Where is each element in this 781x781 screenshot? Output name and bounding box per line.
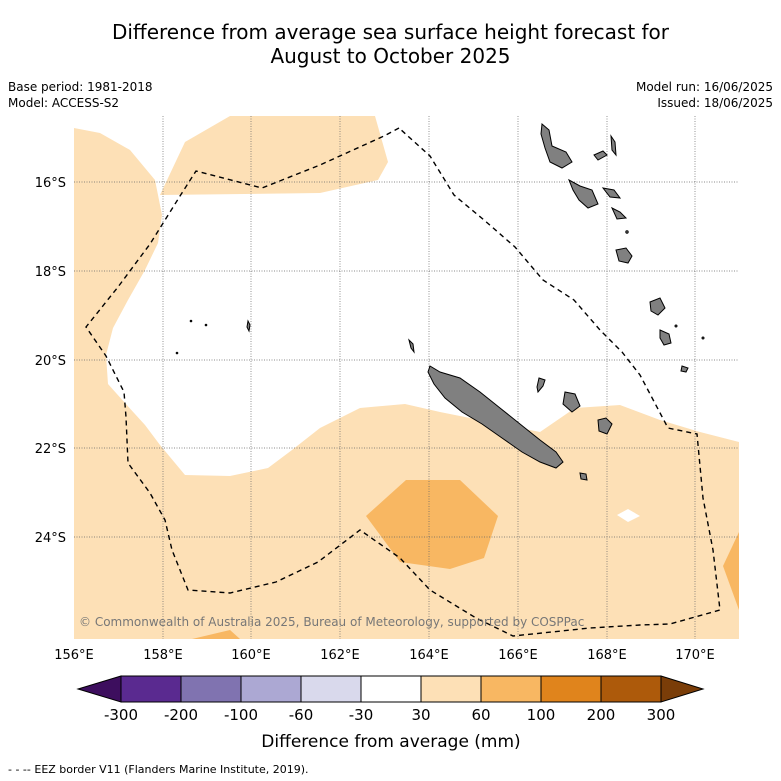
chart-title: Difference from average sea surface heig… xyxy=(0,20,781,68)
x-tick-164e: 164°E xyxy=(409,648,449,663)
x-axis-labels: 156°E 158°E 160°E 162°E 164°E 166°E 168°… xyxy=(54,648,715,663)
colorbar-tick-label: 30 xyxy=(411,706,430,724)
colorbar-label: Difference from average (mm) xyxy=(261,732,520,752)
copyright-text: © Commonwealth of Australia 2025, Bureau… xyxy=(79,615,584,629)
colorbar-swatch xyxy=(480,675,542,703)
colorbar-extend-high xyxy=(660,675,705,703)
colorbar-tick-label: 200 xyxy=(587,706,616,724)
meta-right: Model run: 16/06/2025 Issued: 18/06/2025 xyxy=(636,79,773,111)
colorbar-swatch xyxy=(240,675,302,703)
anomaly-region-60-100-central xyxy=(366,480,498,569)
x-tick-170e: 170°E xyxy=(675,648,715,663)
base-period: Base period: 1981-2018 xyxy=(8,80,153,94)
meta-left: Base period: 1981-2018 Model: ACCESS-S2 xyxy=(8,79,153,111)
anomaly-region-60-100-southwest xyxy=(192,630,240,639)
anomaly-patch-near-average xyxy=(617,509,640,522)
y-axis-labels: 16°S 18°S 20°S 22°S 24°S xyxy=(35,176,66,546)
gridlines xyxy=(74,116,739,639)
y-tick-16s: 16°S xyxy=(35,176,66,191)
model-run: Model run: 16/06/2025 xyxy=(635,80,773,94)
new-caledonia xyxy=(408,338,613,481)
colorbar-tick-label: -60 xyxy=(289,706,314,724)
anomaly-region-60-100-east xyxy=(723,532,739,610)
model-name: Model: ACCESS-S2 xyxy=(8,96,120,110)
colorbar-swatch xyxy=(540,675,602,703)
x-tick-156e: 156°E xyxy=(54,648,94,663)
map-panel: © Commonwealth of Australia 2025, Bureau… xyxy=(74,116,739,639)
x-tick-166e: 166°E xyxy=(498,648,538,663)
colorbar-swatch xyxy=(600,675,662,703)
x-tick-158e: 158°E xyxy=(143,648,183,663)
x-tick-168e: 168°E xyxy=(587,648,627,663)
colorbar-extend-low xyxy=(76,675,122,703)
y-tick-20s: 20°S xyxy=(35,354,66,369)
colorbar xyxy=(76,675,705,703)
y-tick-22s: 22°S xyxy=(35,442,66,457)
colorbar-swatch xyxy=(420,675,482,703)
colorbar-tick-label: 100 xyxy=(527,706,556,724)
colorbar-tick-label: 60 xyxy=(471,706,490,724)
colorbar-swatch xyxy=(360,675,422,703)
colorbar-tick-label: -100 xyxy=(224,706,258,724)
title-line-1: Difference from average sea surface heig… xyxy=(111,20,670,44)
x-tick-160e: 160°E xyxy=(231,648,271,663)
y-tick-24s: 24°S xyxy=(35,531,66,546)
colorbar-swatch xyxy=(300,675,362,703)
anomaly-region-near-average xyxy=(74,116,739,476)
vanuatu xyxy=(540,122,705,373)
colorbar-tick-labels: -300 -200 -100 -60 -30 30 60 100 200 300 xyxy=(104,706,675,724)
y-tick-18s: 18°S xyxy=(35,265,66,280)
colorbar-swatch xyxy=(180,675,242,703)
colorbar-tick-label: 300 xyxy=(647,706,676,724)
issued-date: Issued: 18/06/2025 xyxy=(657,96,773,110)
colorbar-swatch xyxy=(120,675,182,703)
colorbar-tick-label: -200 xyxy=(164,706,198,724)
x-tick-162e: 162°E xyxy=(320,648,360,663)
colorbar-tick-label: -300 xyxy=(104,706,138,724)
eez-footnote: - - -- EEZ border V11 (Flanders Marine I… xyxy=(8,763,309,776)
coral-sea-islets xyxy=(175,319,251,355)
colorbar-tick-label: -30 xyxy=(349,706,374,724)
title-line-2: August to October 2025 xyxy=(270,44,511,68)
